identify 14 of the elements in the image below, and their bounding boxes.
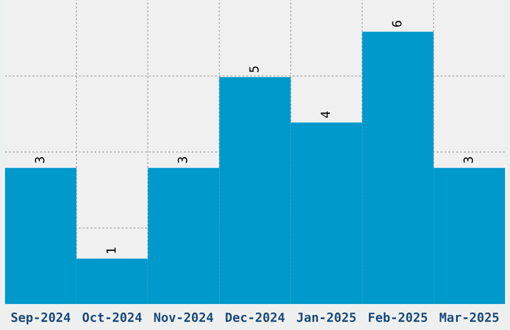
data-label: 3 [463, 157, 473, 163]
x-tick-label: Nov-2024 [154, 312, 214, 322]
data-label: 1 [106, 248, 116, 253]
data-label: 3 [34, 157, 44, 163]
data-label: 6 [392, 20, 402, 27]
x-tick-label: Mar-2025 [440, 312, 499, 322]
x-tick-label: Oct-2024 [82, 312, 142, 322]
data-label: 5 [249, 66, 259, 72]
x-tick-label: Jan-2025 [296, 312, 356, 322]
x-tick-label: Feb-2025 [368, 312, 428, 322]
data-label: 3 [178, 157, 188, 163]
x-tick-label: Sep-2024 [11, 312, 70, 324]
x-tick-label: Dec-2024 [226, 312, 285, 322]
data-label: 4 [320, 111, 330, 118]
